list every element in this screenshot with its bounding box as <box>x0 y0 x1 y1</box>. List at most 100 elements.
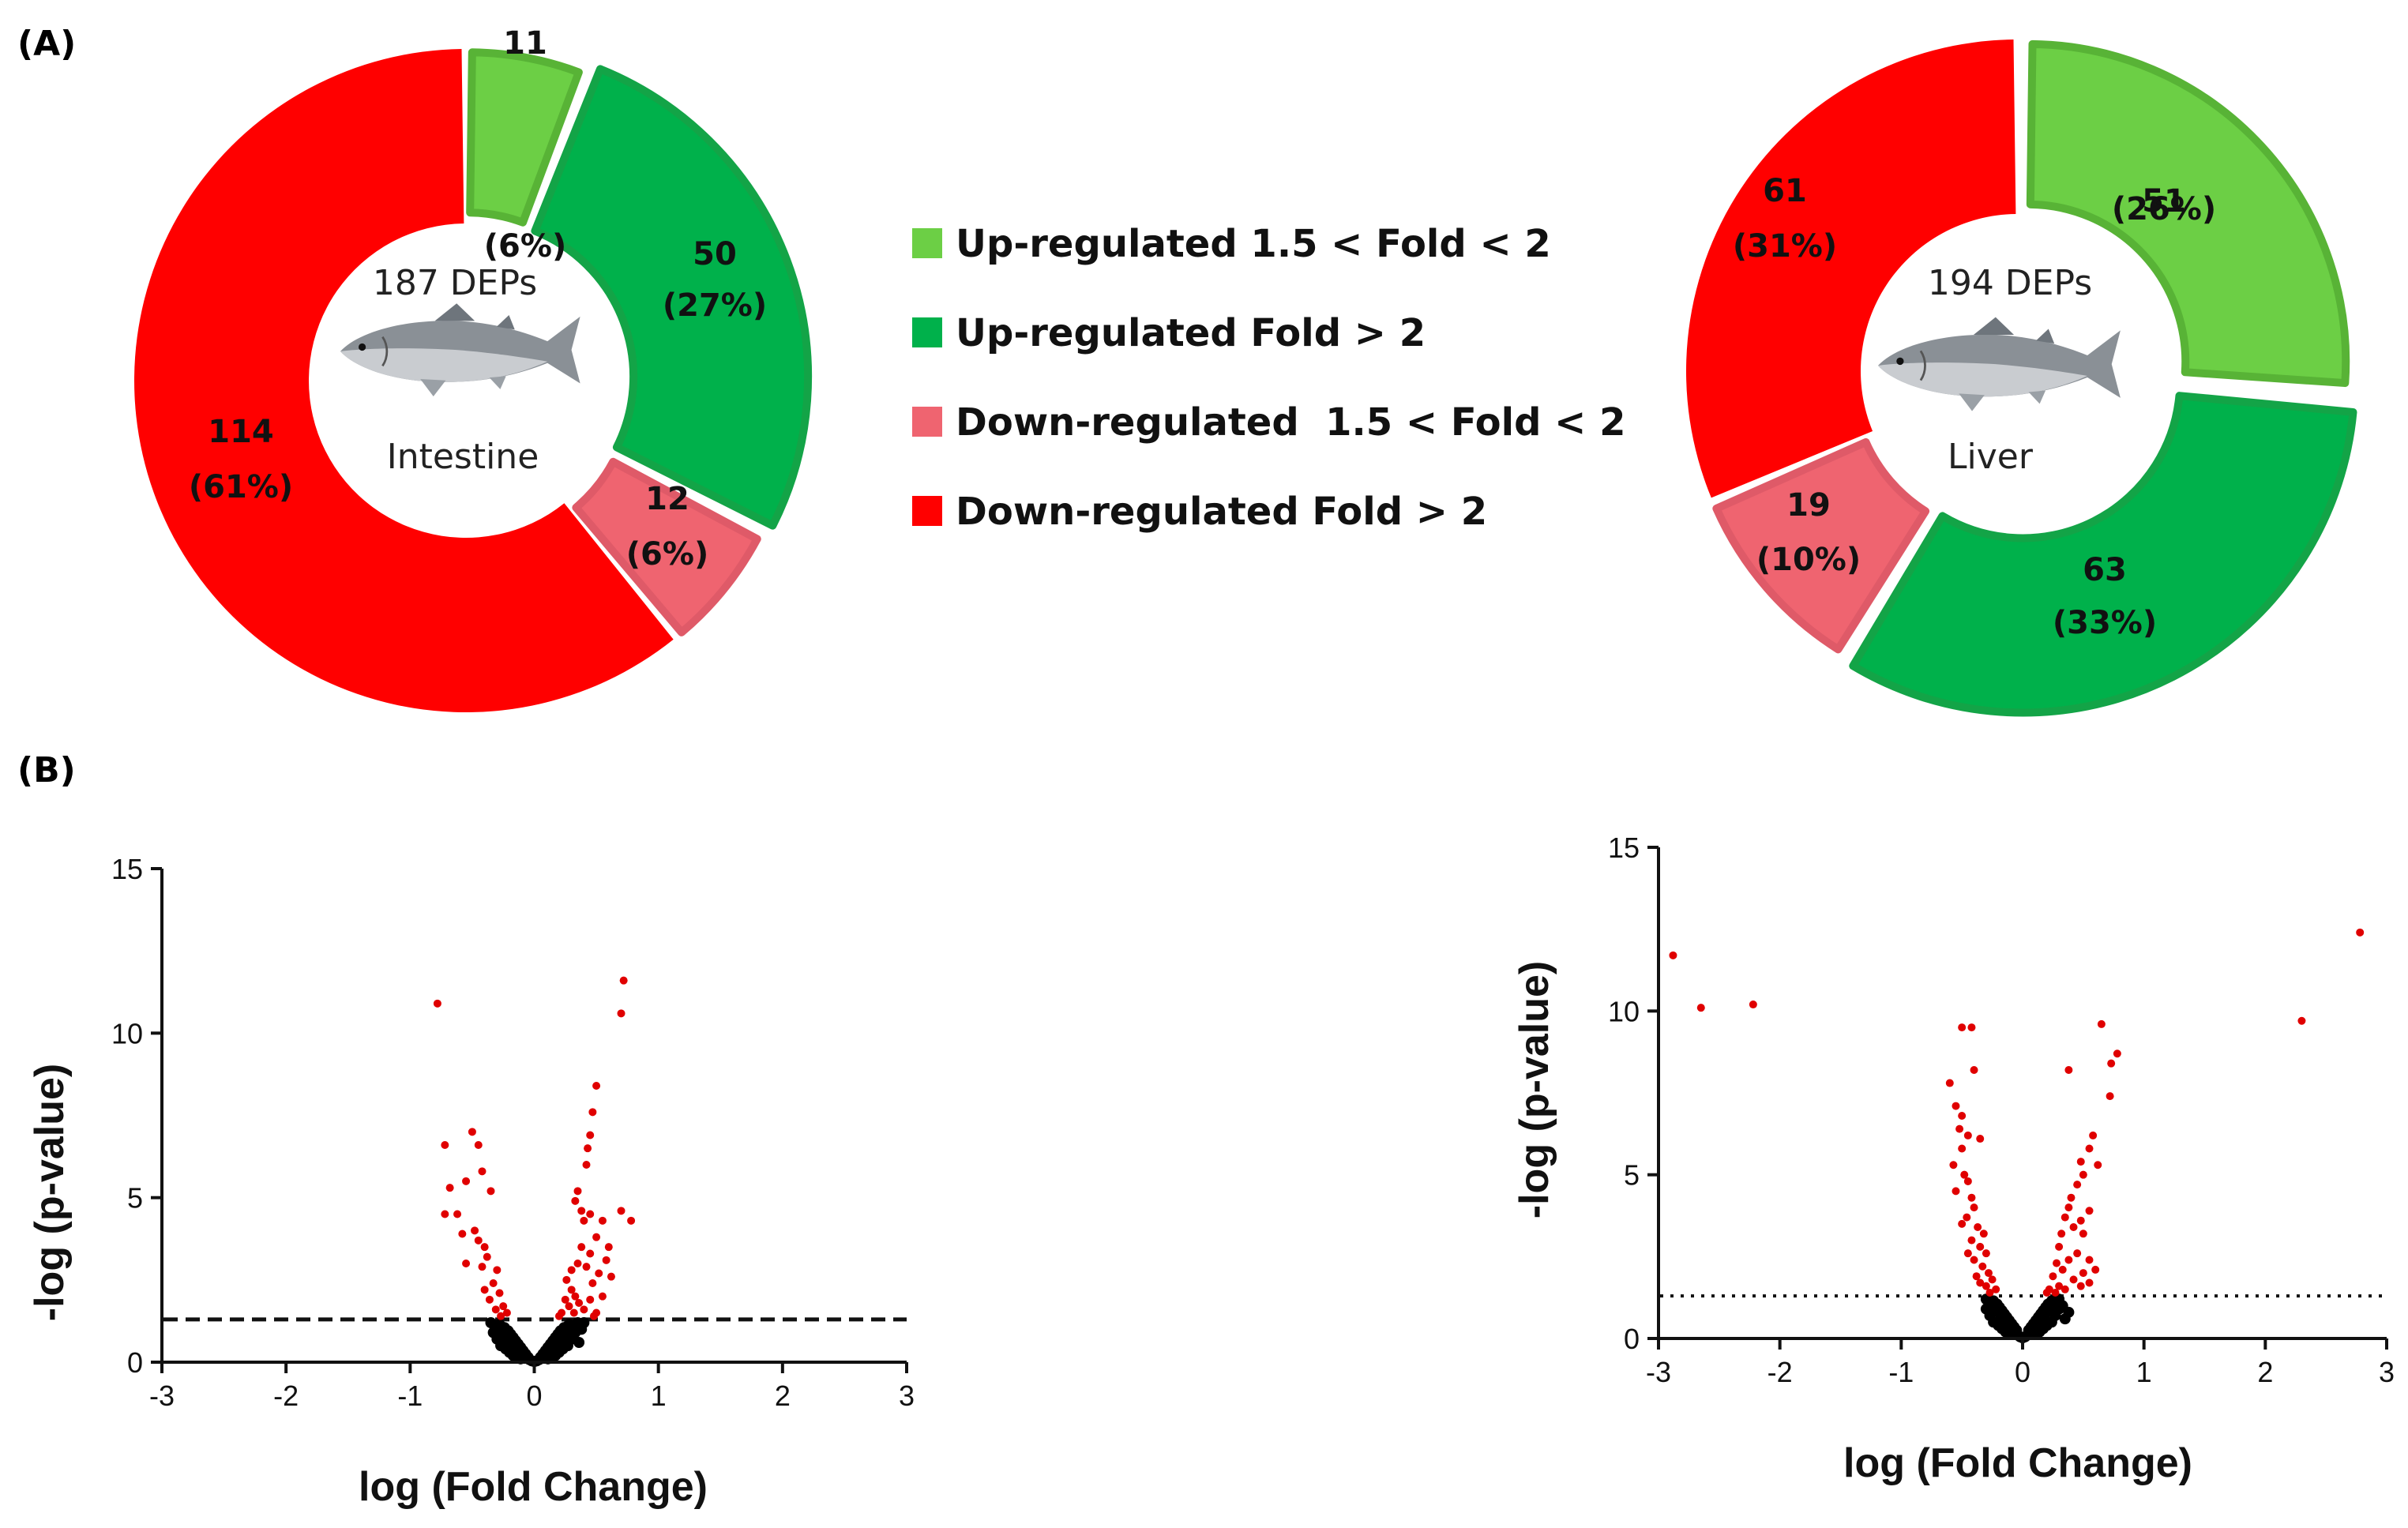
significant-point <box>1967 1023 1976 1032</box>
significant-point <box>1952 1102 1960 1110</box>
x-tick-label: 1 <box>651 1380 667 1412</box>
y-tick-label: 0 <box>1624 1323 1640 1355</box>
significant-point <box>554 1312 563 1320</box>
significant-point <box>2097 1019 2106 1028</box>
significant-point <box>491 1305 500 1314</box>
nonsignificant-point <box>573 1337 585 1348</box>
y-tick-label: 10 <box>1608 995 1640 1027</box>
significant-point <box>561 1295 569 1304</box>
nonsignificant-point <box>558 1322 570 1334</box>
significant-point <box>562 1275 571 1284</box>
significant-point <box>1979 1230 1988 1238</box>
y-tick-label: 0 <box>127 1346 143 1379</box>
significant-point <box>2051 1288 2060 1297</box>
y-tick-label: 10 <box>111 1017 143 1049</box>
legend-swatch-up-small <box>912 228 942 258</box>
panel-a-label: (A) <box>17 24 76 64</box>
significant-point <box>2076 1216 2085 1225</box>
slice-up-small <box>466 48 583 227</box>
significant-point <box>2106 1092 2114 1101</box>
significant-point <box>589 1312 598 1320</box>
significant-point <box>586 1249 595 1258</box>
significant-point <box>602 1256 610 1264</box>
significant-point <box>617 1009 625 1018</box>
significant-point <box>2085 1207 2094 1215</box>
significant-point <box>2085 1144 2094 1153</box>
significant-point <box>1970 1065 1978 1074</box>
significant-point <box>458 1230 467 1238</box>
significant-point <box>495 1289 504 1297</box>
significant-point <box>1955 1124 1964 1133</box>
significant-point <box>1974 1223 1982 1232</box>
significant-point <box>2058 1265 2067 1274</box>
significant-point <box>567 1266 576 1275</box>
significant-point <box>2079 1269 2087 1278</box>
significant-point <box>598 1292 607 1301</box>
x-tick-label: 3 <box>2379 1356 2395 1388</box>
significant-point <box>582 1161 591 1169</box>
significant-point <box>453 1210 462 1218</box>
significant-point <box>499 1302 508 1311</box>
significant-point <box>573 1260 582 1267</box>
significant-point <box>478 1263 486 1271</box>
significant-point <box>565 1302 573 1311</box>
significant-point <box>627 1216 636 1225</box>
significant-point <box>2055 1242 2064 1251</box>
significant-point <box>1669 951 1677 959</box>
significant-point <box>468 1128 476 1136</box>
significant-point <box>2091 1265 2100 1274</box>
slice-value-label: 61 <box>1763 173 1807 209</box>
x-axis-title: log (Fold Change) <box>1843 1440 2192 1486</box>
significant-point <box>1963 1249 1972 1258</box>
y-tick-label: 5 <box>127 1182 143 1215</box>
significant-point <box>592 1233 601 1241</box>
y-tick-label: 15 <box>1608 832 1640 864</box>
y-axis-title: -log (p-value) <box>1512 961 1557 1218</box>
significant-point <box>2356 928 2365 937</box>
significant-point <box>497 1312 505 1320</box>
significant-point <box>1963 1131 1972 1139</box>
significant-point <box>2073 1181 2082 1189</box>
significant-point <box>2085 1256 2094 1264</box>
significant-point <box>595 1269 603 1278</box>
significant-point <box>2064 1256 2073 1264</box>
significant-point <box>2057 1230 2066 1238</box>
significant-point <box>433 999 441 1008</box>
significant-point <box>1967 1193 1976 1202</box>
slice-value-label: 51 <box>2142 183 2186 220</box>
significant-point <box>1976 1242 1985 1251</box>
significant-point <box>2053 1259 2061 1267</box>
significant-point <box>1958 1144 1967 1153</box>
slice-value-label: 114 <box>208 414 274 450</box>
significant-point <box>580 1216 588 1225</box>
significant-point <box>575 1299 584 1307</box>
x-tick-label: 0 <box>526 1380 542 1412</box>
significant-point <box>1963 1213 1971 1222</box>
significant-point <box>1967 1236 1976 1245</box>
significant-point <box>1985 1288 1994 1297</box>
significant-point <box>2049 1272 2057 1281</box>
significant-point <box>2076 1282 2085 1290</box>
significant-point <box>586 1131 595 1139</box>
significant-point <box>441 1210 449 1218</box>
significant-point <box>462 1177 471 1185</box>
significant-point <box>1976 1135 1985 1143</box>
donut-chart-liver: 51(26%) 63 (33%) 19 (10%) 61 (31%) 194 DEPs Li… <box>1686 39 2357 717</box>
slice-percent-label: (27%) <box>663 287 767 324</box>
y-tick-label: 15 <box>111 853 143 885</box>
legend-label-down-large: Down-regulated Fold > 2 <box>956 490 1487 534</box>
significant-point <box>471 1226 479 1235</box>
slice-up-large <box>531 65 813 530</box>
legend-swatch-up-large <box>912 317 942 347</box>
legend: Up-regulated 1.5 < Fold < 2 Up-regulated… <box>912 222 1625 534</box>
significant-point <box>1960 1170 1969 1179</box>
significant-point <box>1982 1249 1990 1258</box>
x-tick-label: -3 <box>149 1380 175 1412</box>
slice-percent-label: (33%) <box>2053 605 2157 641</box>
significant-point <box>2079 1170 2087 1179</box>
significant-point <box>2055 1282 2064 1290</box>
significant-point <box>2073 1249 2082 1258</box>
significant-point <box>2079 1230 2087 1238</box>
x-tick-label: 0 <box>2015 1356 2030 1388</box>
